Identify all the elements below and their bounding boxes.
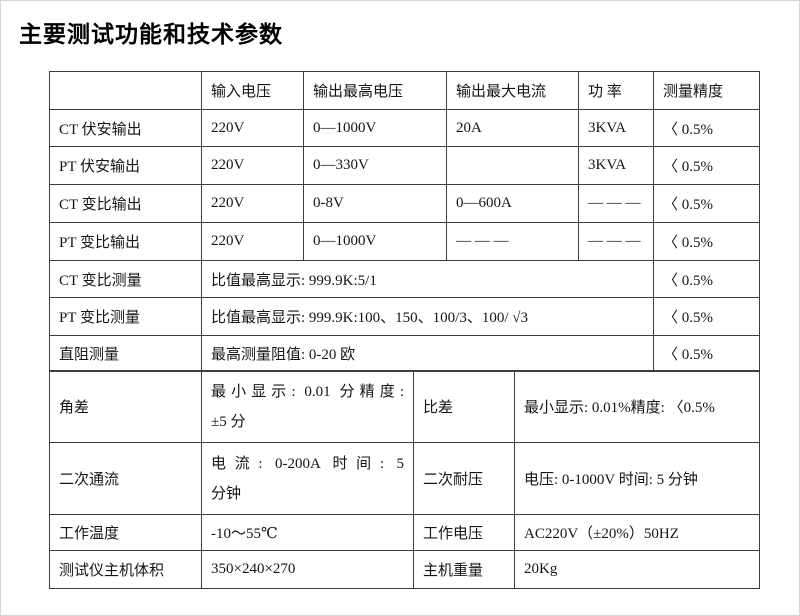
table-cell: 电压: 0-1000V 时间: 5 分钟 <box>514 442 760 515</box>
table-cell: 220V <box>201 184 304 223</box>
table-row: CT 变比测量 比值最高显示: 999.9K:5/1 〈 0.5% <box>49 260 760 298</box>
table-cell: 〈 0.5% <box>653 222 760 261</box>
spec-table-upper: 输入电压 输出最高电压 输出最大电流 功 率 测量精度 CT 伏安输出 220V… <box>49 71 760 372</box>
table-row: 测试仪主机体积 350×240×270 主机重量 20Kg <box>49 550 760 589</box>
row-label: 工作温度 <box>49 514 202 551</box>
header-max-output-current: 输出最大电流 <box>446 71 579 110</box>
row-label: 直阻测量 <box>49 335 202 372</box>
header-accuracy: 测量精度 <box>653 71 760 110</box>
row-label: CT 变比测量 <box>49 260 202 298</box>
cell-line: 电流: 0-200A 时间: 5 <box>211 455 404 472</box>
cell-line: 分钟 <box>211 485 242 502</box>
spec-table-lower: 角差 最小显示: 0.01 分精度: ±5 分 比差 最小显示: 0.01%精度… <box>49 370 760 589</box>
table-cell: — — — <box>578 222 654 261</box>
merged-value-cell: 比值最高显示: 999.9K:100、150、100/3、100/ √3 <box>201 297 654 336</box>
table-cell: 最小显示: 0.01 分精度: ±5 分 <box>201 370 414 443</box>
table-cell: 电流: 0-200A 时间: 5 分钟 <box>201 442 414 515</box>
cell-line: ±5 分 <box>211 413 246 430</box>
row-label: CT 伏安输出 <box>49 109 202 147</box>
table-cell: — — — <box>578 184 654 223</box>
table-cell <box>446 146 579 185</box>
row-label: 二次耐压 <box>413 442 515 515</box>
table-cell: 3KVA <box>578 109 654 147</box>
row-label: 二次通流 <box>49 442 202 515</box>
header-blank <box>49 71 202 110</box>
row-label: 工作电压 <box>413 514 515 551</box>
table-cell: 0—600A <box>446 184 579 223</box>
table-cell: 220V <box>201 222 304 261</box>
table-cell: 最小显示: 0.01%精度: 〈0.5% <box>514 370 760 443</box>
row-label: 比差 <box>413 370 515 443</box>
table-cell: 220V <box>201 109 304 147</box>
row-label: PT 伏安输出 <box>49 146 202 185</box>
accuracy-cell: 〈 0.5% <box>653 297 760 336</box>
table-row: PT 变比输出 220V 0—1000V — — — — — — 〈 0.5% <box>49 222 760 261</box>
table-cell: 220V <box>201 146 304 185</box>
table-cell: 0-8V <box>303 184 447 223</box>
table-row: 直阻测量 最高测量阻值: 0-20 欧 〈 0.5% <box>49 335 760 372</box>
row-label: PT 变比输出 <box>49 222 202 261</box>
table-row: PT 变比测量 比值最高显示: 999.9K:100、150、100/3、100… <box>49 297 760 336</box>
page-title: 主要测试功能和技术参数 <box>19 22 283 47</box>
merged-value-cell: 最高测量阻值: 0-20 欧 <box>201 335 654 372</box>
header-power: 功 率 <box>578 71 654 110</box>
merged-value-cell: 比值最高显示: 999.9K:5/1 <box>201 260 654 298</box>
table-row: CT 变比输出 220V 0-8V 0—600A — — — 〈 0.5% <box>49 184 760 223</box>
table-cell: 350×240×270 <box>201 550 414 589</box>
row-label: 测试仪主机体积 <box>49 550 202 589</box>
table-cell: -10～55℃ <box>201 514 414 551</box>
table-cell: AC220V（±20%）50HZ <box>514 514 760 551</box>
accuracy-cell: 〈 0.5% <box>653 260 760 298</box>
header-input-voltage: 输入电压 <box>201 71 304 110</box>
table-cell: 20A <box>446 109 579 147</box>
table-row: PT 伏安输出 220V 0—330V 3KVA 〈 0.5% <box>49 146 760 185</box>
table-cell: 0—330V <box>303 146 447 185</box>
table-cell: 〈 0.5% <box>653 146 760 185</box>
table-row: CT 伏安输出 220V 0—1000V 20A 3KVA 〈 0.5% <box>49 109 760 147</box>
row-label: 主机重量 <box>413 550 515 589</box>
header-row: 输入电压 输出最高电压 输出最大电流 功 率 测量精度 <box>49 71 760 110</box>
table-cell: 0—1000V <box>303 109 447 147</box>
table-row: 二次通流 电流: 0-200A 时间: 5 分钟 二次耐压 电压: 0-1000… <box>49 442 760 515</box>
accuracy-cell: 〈 0.5% <box>653 335 760 372</box>
table-row: 工作温度 -10～55℃ 工作电压 AC220V（±20%）50HZ <box>49 514 760 551</box>
table-cell: 3KVA <box>578 146 654 185</box>
header-max-output-voltage: 输出最高电压 <box>303 71 447 110</box>
table-cell: 〈 0.5% <box>653 184 760 223</box>
table-row: 角差 最小显示: 0.01 分精度: ±5 分 比差 最小显示: 0.01%精度… <box>49 370 760 443</box>
row-label: PT 变比测量 <box>49 297 202 336</box>
cell-line: 最小显示: 0.01 分精度: <box>211 383 404 400</box>
row-label: CT 变比输出 <box>49 184 202 223</box>
table-cell: 〈 0.5% <box>653 109 760 147</box>
table-cell: — — — <box>446 222 579 261</box>
table-cell: 0—1000V <box>303 222 447 261</box>
table-cell: 20Kg <box>514 550 760 589</box>
row-label: 角差 <box>49 370 202 443</box>
